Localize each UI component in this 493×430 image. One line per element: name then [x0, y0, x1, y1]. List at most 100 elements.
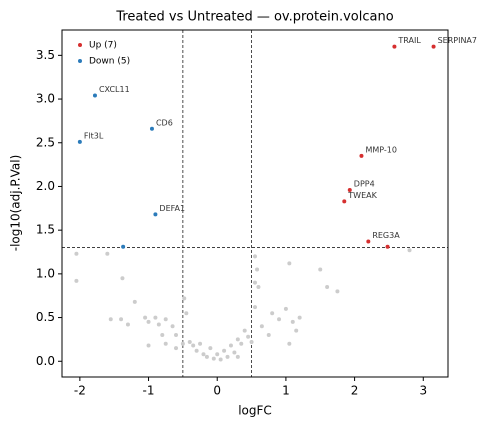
- point-label: DPP4: [354, 179, 375, 188]
- point: [347, 187, 352, 192]
- point: [160, 333, 165, 338]
- point: [156, 322, 161, 327]
- chart-title: Treated vs Untreated — ov.protein.volcan…: [115, 10, 393, 25]
- point: [294, 328, 299, 333]
- y-tick-label: 1.0: [36, 266, 55, 280]
- point: [92, 93, 97, 98]
- point: [253, 305, 257, 310]
- point: [246, 334, 251, 339]
- point-label: Flt3L: [84, 131, 104, 140]
- point: [153, 212, 158, 217]
- point: [153, 315, 158, 320]
- point: [335, 289, 340, 294]
- y-tick-label: 3.0: [36, 92, 55, 106]
- point: [242, 328, 247, 333]
- y-tick-label: 2.5: [36, 135, 55, 149]
- point: [194, 348, 199, 353]
- point: [287, 261, 292, 266]
- point: [208, 346, 213, 351]
- point-label: TRAIL: [397, 36, 421, 45]
- x-tick-label: 0: [213, 384, 221, 398]
- point: [108, 317, 113, 322]
- point: [105, 251, 110, 256]
- point: [121, 244, 126, 249]
- point: [74, 278, 79, 283]
- point-label: CXCL11: [99, 85, 130, 94]
- point: [270, 311, 275, 316]
- y-tick-label: 2.0: [36, 179, 55, 193]
- point: [201, 352, 206, 357]
- point: [249, 340, 254, 345]
- point: [143, 315, 148, 320]
- y-tick-label: 0.5: [36, 310, 55, 324]
- x-tick-label: -1: [143, 384, 155, 398]
- point: [211, 356, 216, 361]
- point: [225, 354, 230, 359]
- point: [174, 333, 179, 338]
- point: [431, 44, 436, 49]
- plot-frame: [61, 29, 449, 378]
- point: [184, 311, 189, 316]
- point-label: DEFA1: [159, 204, 185, 213]
- legend-marker: [78, 43, 82, 47]
- point: [235, 337, 240, 342]
- point: [366, 239, 371, 244]
- x-tick-label: 1: [282, 384, 290, 398]
- point: [198, 341, 203, 346]
- point: [283, 306, 288, 311]
- x-tick-label: -2: [74, 384, 86, 398]
- point-label: MMP-10: [365, 145, 397, 154]
- legend-label: Down (5): [89, 57, 130, 67]
- point-label: REG3A: [372, 231, 400, 240]
- point: [297, 315, 302, 320]
- y-tick-label: 1.5: [36, 223, 55, 237]
- point-label: TWEAK: [347, 191, 377, 200]
- point: [218, 357, 223, 362]
- point: [253, 254, 257, 259]
- point: [325, 284, 330, 289]
- point: [239, 341, 244, 346]
- x-tick-label: 3: [419, 384, 427, 398]
- point: [170, 324, 175, 329]
- point: [228, 343, 233, 348]
- point: [407, 248, 412, 253]
- point: [266, 333, 271, 338]
- point: [222, 348, 227, 353]
- point: [74, 251, 79, 256]
- x-axis-label: logFC: [238, 404, 272, 418]
- point: [392, 44, 397, 49]
- point: [146, 343, 151, 348]
- point: [318, 267, 323, 272]
- point: [342, 199, 347, 204]
- point: [256, 284, 261, 289]
- point-label: SERPINA7: [438, 36, 477, 45]
- point: [290, 319, 295, 324]
- point: [163, 341, 168, 346]
- point: [182, 296, 187, 301]
- point: [235, 354, 240, 359]
- point: [255, 267, 260, 272]
- point-label: CD6: [156, 118, 173, 127]
- point: [277, 317, 282, 322]
- point: [125, 322, 130, 327]
- point: [120, 276, 125, 281]
- point: [119, 317, 124, 322]
- point: [204, 354, 209, 359]
- point: [232, 350, 237, 355]
- point: [385, 244, 390, 249]
- point: [215, 352, 220, 357]
- point: [359, 153, 364, 158]
- point: [132, 299, 137, 304]
- point: [149, 126, 154, 131]
- point: [259, 324, 264, 329]
- point: [174, 346, 179, 351]
- y-tick-label: 3.5: [36, 48, 55, 62]
- point: [187, 340, 192, 345]
- point: [287, 341, 292, 346]
- point: [163, 317, 168, 322]
- point: [146, 319, 151, 324]
- y-axis-label: -log10(adj.P.Val): [9, 155, 23, 252]
- y-tick-label: 0.0: [36, 354, 55, 368]
- point: [191, 343, 196, 348]
